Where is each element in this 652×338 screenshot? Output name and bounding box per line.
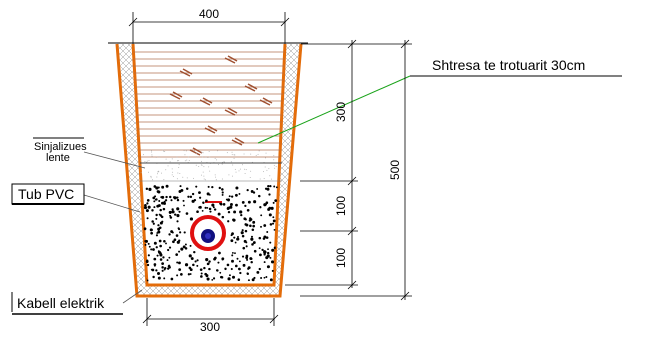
pvc-pipe [190,215,226,251]
bottom-width-dimension [142,298,279,326]
pvc-pipe-label: Tub PVC [18,186,74,202]
electric-cable-label: Kabell elektrik [17,295,105,311]
total-depth-dimension [300,39,412,301]
bottom-width-value: 300 [200,320,220,334]
cable-core-inner [205,233,211,239]
left-wall-hatch [117,44,147,296]
trench-outline [115,43,303,298]
bottom-layer-depth: 100 [334,248,348,268]
pavement-layer [133,51,285,181]
warning-tape-label-line2: lente [46,152,70,164]
pavement-layer-label: Shtresa te trotuarit 30cm [432,57,585,73]
leader-lines [83,151,146,304]
layer-depth-dimensions [285,39,358,290]
warning-tape-label-line1: Sinjalizues [34,141,87,153]
gravel-fill [143,184,278,282]
callout-line [257,75,411,144]
upper-layer-depth: 300 [334,102,348,122]
middle-layer-depth: 100 [334,196,348,216]
bottom-wall-hatch [137,285,280,296]
top-width-dimension [128,12,290,44]
top-width-value: 400 [199,7,219,21]
total-depth-value: 500 [388,160,402,180]
